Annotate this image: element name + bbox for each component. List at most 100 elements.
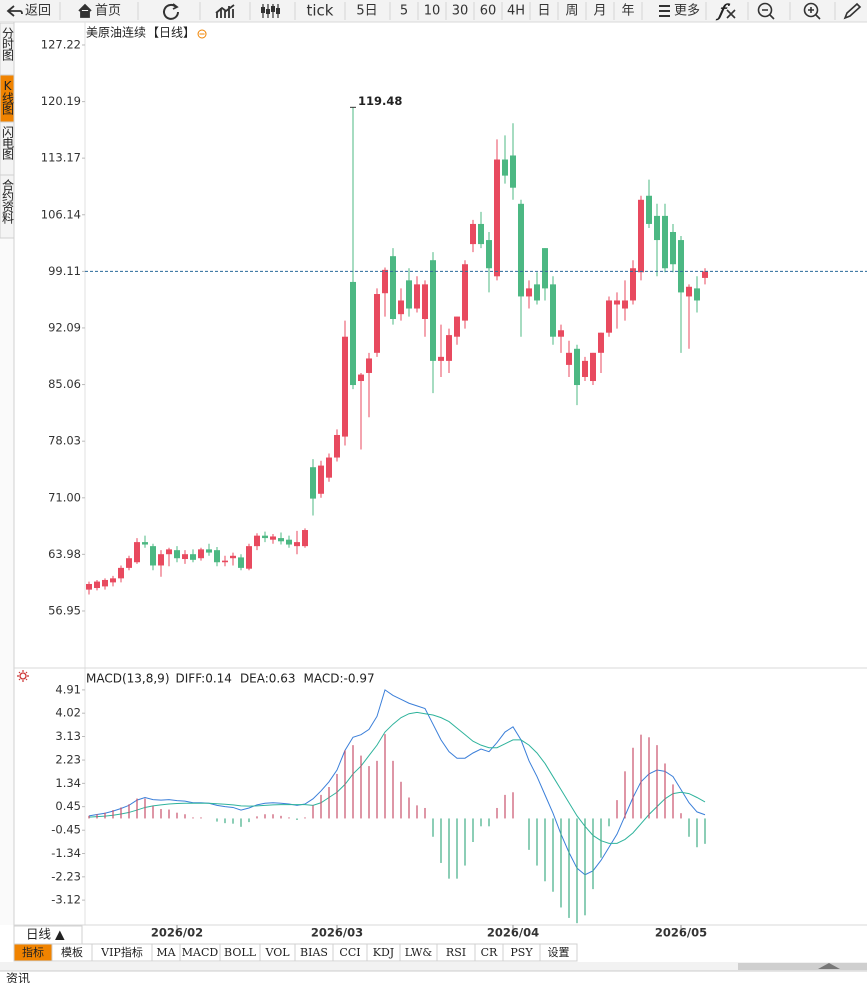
indicator-tab[interactable]: PSY — [510, 946, 533, 959]
macd-line — [88, 711, 706, 844]
candle-body — [278, 538, 284, 542]
candle-body — [286, 539, 292, 545]
sidebar-tab[interactable]: K线图 — [1, 79, 15, 115]
period-button[interactable]: 年 — [621, 4, 634, 19]
settings-icon[interactable] — [17, 670, 29, 682]
candle-body — [166, 549, 172, 555]
candle-body — [662, 215, 668, 269]
indicator-tab[interactable]: CR — [481, 946, 498, 959]
period-button[interactable]: 月 — [593, 4, 606, 19]
legend-entry: DEA:0.63 — [240, 672, 296, 686]
sidebar-tab[interactable]: 分时图 — [1, 27, 15, 61]
y-tick-label: 4.91 — [55, 682, 81, 696]
zoom-out-button[interactable] — [757, 2, 773, 18]
candle-body — [158, 554, 164, 566]
indicator-tab[interactable]: 模板 — [61, 945, 83, 959]
footer-tab[interactable]: 资讯 — [6, 972, 30, 983]
indicator-tab[interactable]: CCI — [339, 946, 360, 959]
candle-body — [358, 374, 364, 382]
period-button[interactable]: 5 — [400, 4, 408, 19]
indicator-tab[interactable]: 指标 — [22, 945, 44, 959]
indicator-tab[interactable]: VIP指标 — [100, 945, 143, 959]
period-button[interactable]: 5日 — [356, 4, 377, 19]
candle-body — [230, 555, 236, 559]
y-tick-label: 63.98 — [48, 547, 81, 561]
candle-body — [214, 550, 220, 563]
candle-body — [254, 535, 260, 547]
candle-body — [366, 358, 372, 373]
candle-body — [486, 240, 492, 269]
candle-body — [606, 300, 612, 333]
candle-body — [462, 264, 468, 321]
candle-body — [574, 348, 580, 386]
period-tab[interactable]: 日线 ▲ — [26, 927, 65, 942]
period-button[interactable]: 60 — [480, 4, 497, 19]
candle-body — [374, 294, 380, 353]
candle-body — [438, 356, 444, 361]
candle-body — [542, 248, 548, 289]
indicator-tab[interactable]: BOLL — [224, 946, 257, 959]
indicator-tab[interactable]: RSI — [446, 946, 466, 959]
home-button[interactable]: 首页 — [95, 4, 121, 19]
chart-type-button[interactable] — [215, 4, 235, 18]
candle-body — [270, 536, 276, 540]
indicator-tab[interactable]: VOL — [264, 946, 290, 959]
candle-body — [86, 583, 92, 590]
y-tick-label: -3.12 — [51, 893, 81, 907]
period-button[interactable]: 4H — [507, 4, 525, 19]
zoom-in-button[interactable] — [803, 2, 819, 18]
candle-body — [222, 560, 228, 563]
candle-body — [150, 546, 156, 566]
candle-body — [198, 549, 204, 559]
indicator-tab[interactable]: MACD — [182, 946, 219, 959]
period-button[interactable]: 30 — [452, 4, 469, 19]
back-button[interactable]: 返回 — [25, 4, 51, 19]
candle-body — [206, 549, 212, 553]
candle-body — [134, 542, 140, 563]
collapse-icon[interactable] — [197, 29, 207, 39]
candle-body — [550, 284, 556, 337]
sidebar-tab[interactable]: 闪电图 — [1, 126, 15, 160]
period-button[interactable]: 周 — [565, 4, 578, 19]
indicator-tab[interactable]: LW& — [405, 946, 433, 959]
y-tick-label: 113.17 — [41, 151, 81, 165]
sidebar-tab-bg — [0, 174, 15, 239]
candle-body — [702, 271, 708, 278]
candle-body — [646, 195, 652, 224]
y-tick-label: -1.34 — [51, 846, 81, 860]
candle-body — [446, 335, 452, 361]
scrollbar-arrow — [818, 963, 840, 969]
sidebar-tab[interactable]: 合约资料 — [1, 178, 15, 224]
scrollbar-thumb[interactable] — [738, 963, 867, 970]
formula-icon — [726, 9, 736, 19]
candle-body — [694, 288, 700, 301]
y-tick-label: -2.23 — [51, 869, 81, 883]
candle-body — [422, 284, 428, 319]
period-button[interactable]: 日 — [537, 4, 550, 19]
y-tick-label: 71.00 — [48, 490, 81, 504]
refresh-arrow — [172, 3, 179, 10]
candle-body — [470, 223, 476, 245]
home-icon — [78, 3, 92, 18]
period-button[interactable]: 10 — [424, 4, 441, 19]
refresh-button[interactable] — [163, 3, 179, 20]
candle-body — [390, 256, 396, 319]
candle-body — [654, 215, 660, 241]
candle-type-button[interactable] — [261, 6, 280, 14]
candle-body — [334, 434, 340, 458]
indicator-tab[interactable]: 设置 — [548, 946, 570, 959]
candle-body — [318, 465, 324, 494]
candle-body — [502, 159, 508, 176]
candle-body — [126, 558, 132, 568]
indicator-tab[interactable]: KDJ — [373, 946, 394, 959]
more-button[interactable]: 更多 — [674, 3, 700, 19]
period-button[interactable]: tick — [307, 2, 334, 20]
candle-body — [406, 280, 412, 309]
more-icon — [659, 5, 670, 17]
indicator-tab[interactable]: BIAS — [300, 946, 328, 959]
candle-body — [534, 284, 540, 301]
y-tick-label: 92.09 — [48, 320, 81, 334]
indicator-tab[interactable]: MA — [156, 946, 176, 959]
scrollbar-track — [0, 962, 867, 971]
draw-button[interactable] — [843, 2, 862, 20]
